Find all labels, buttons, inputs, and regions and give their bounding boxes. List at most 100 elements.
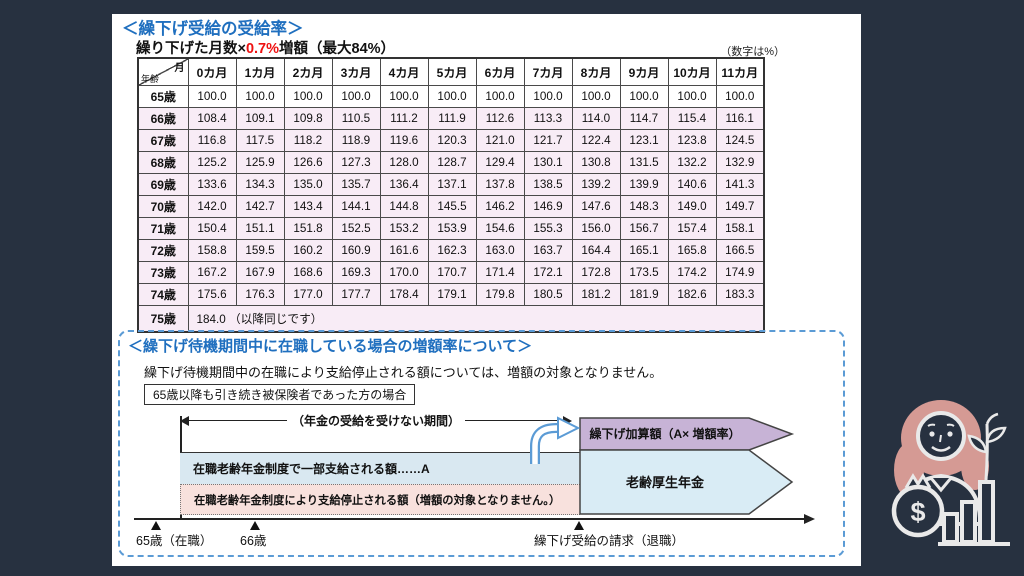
rate-cell: 160.9: [331, 239, 381, 262]
rate-cell: 117.5: [235, 129, 285, 152]
rate-cell: 144.1: [331, 195, 381, 218]
rate-cell: 162.3: [427, 239, 477, 262]
rate-cell: 146.9: [523, 195, 573, 218]
timeline-axis: [134, 518, 806, 520]
rate-cell: 160.2: [283, 239, 333, 262]
rate-cell: 100.0: [715, 85, 765, 108]
rate-cell: 109.1: [235, 107, 285, 130]
table-row: 74歳 175.6 176.3 177.0 177.7 178.4 179.1 179.8 18…: [137, 283, 765, 306]
rate-cell: 135.0: [283, 173, 333, 196]
rate-cell: 113.3: [523, 107, 573, 130]
rate-cell: 132.2: [667, 151, 717, 174]
month-header: 4カ月: [379, 57, 429, 86]
rate-cell: 153.9: [427, 217, 477, 240]
rate-cell: 139.9: [619, 173, 669, 196]
rate-cell: 110.5: [331, 107, 381, 130]
rate-cell: 125.2: [187, 151, 237, 174]
case-label: 65歳以降も引き続き被保険者であった方の場合: [144, 384, 416, 405]
month-header: 2カ月: [283, 57, 333, 86]
rate-cell: 146.2: [475, 195, 525, 218]
month-header: 9カ月: [619, 57, 669, 86]
rate-cell: 100.0: [235, 85, 285, 108]
rate-cell: 168.6: [283, 261, 333, 284]
rate-cell: 111.9: [427, 107, 477, 130]
addition-arrow-label: 繰下げ加算額（A× 増額率）: [589, 426, 740, 441]
plant-icon: [967, 412, 1007, 481]
suspended-payment-band: 在職老齢年金制度により支給停止される額（増額の対象となりません。）: [180, 484, 580, 515]
rate-cell: 124.5: [715, 129, 765, 152]
rate-cell: 143.4: [283, 195, 333, 218]
rate-cell: 147.6: [571, 195, 621, 218]
rate-table-title: ＜繰下げ受給の受給率＞: [122, 20, 304, 38]
rate-cell: 165.1: [619, 239, 669, 262]
arrowhead-left-icon: [180, 415, 189, 426]
money-bag-icon: $: [891, 473, 945, 538]
rate-cell: 139.2: [571, 173, 621, 196]
rate-cell: 125.9: [235, 151, 285, 174]
rate-cell: 166.5: [715, 239, 765, 262]
rate-cell: 100.0: [619, 85, 669, 108]
rate-cell: 100.0: [187, 85, 237, 108]
table-row: 67歳 116.8 117.5 118.2 118.9 119.6 120.3 121.0 12…: [137, 129, 765, 152]
rate-cell: 100.0: [331, 85, 381, 108]
rate-cell: 127.3: [331, 151, 381, 174]
rate-cell: 130.1: [523, 151, 573, 174]
rate-cell: 100.0: [427, 85, 477, 108]
rate-cell: 120.3: [427, 129, 477, 152]
age-header: 66歳: [137, 107, 189, 130]
rate-cell: 175.6: [187, 283, 237, 306]
rate-cell: 174.9: [715, 261, 765, 284]
corner-cell: 月 年齢: [137, 57, 189, 86]
formula-suffix: 増額（最大84%）: [279, 41, 396, 57]
rate-cell: 137.8: [475, 173, 525, 196]
rate-cell: 149.7: [715, 195, 765, 218]
month-header: 6カ月: [475, 57, 525, 86]
rate-cell: 128.7: [427, 151, 477, 174]
rate-cell: 119.6: [379, 129, 429, 152]
rate-cell: 181.9: [619, 283, 669, 306]
rate-cell: 163.0: [475, 239, 525, 262]
table-row: 70歳 142.0 142.7 143.4 144.1 144.8 145.5 146.2 14…: [137, 195, 765, 218]
age-header: 74歳: [137, 283, 189, 306]
rate-cell: 100.0: [667, 85, 717, 108]
rate-cell: 136.4: [379, 173, 429, 196]
pension-arrow-label: 老齢厚生年金: [625, 475, 705, 490]
rate-cell: 161.6: [379, 239, 429, 262]
rate-cell: 141.3: [715, 173, 765, 196]
rate-cell: 171.4: [475, 261, 525, 284]
rate-cell: 116.8: [187, 129, 237, 152]
timeline-marker-claim: [574, 521, 584, 530]
rate-cell: 178.4: [379, 283, 429, 306]
arrow-line: [189, 419, 287, 422]
rate-cell: 173.5: [619, 261, 669, 284]
rate-cell: 177.7: [331, 283, 381, 306]
rate-cell: 170.0: [379, 261, 429, 284]
curved-arrow-icon: [530, 416, 580, 464]
rate-cell: 100.0: [571, 85, 621, 108]
rate-cell: 129.4: [475, 151, 525, 174]
rate-cell: 122.4: [571, 129, 621, 152]
rate-cell: 118.9: [331, 129, 381, 152]
pension-arrow-shape: [579, 449, 794, 515]
rate-cell: 115.4: [667, 107, 717, 130]
employment-box-title: ＜繰下げ待機期間中に在職している場合の増額率について＞: [128, 338, 533, 355]
rate-cell: 150.4: [187, 217, 237, 240]
arrow-line: [465, 419, 564, 422]
rate-cell: 134.3: [235, 173, 285, 196]
month-header: 11カ月: [715, 57, 765, 86]
rate-cell: 100.0: [475, 85, 525, 108]
age-header: 69歳: [137, 173, 189, 196]
rate-cell: 167.9: [235, 261, 285, 284]
rate-cell: 174.2: [667, 261, 717, 284]
rate-cell: 126.6: [283, 151, 333, 174]
month-header: 8カ月: [571, 57, 621, 86]
table-row: 72歳 158.8 159.5 160.2 160.9 161.6 162.3 163.0 16…: [137, 239, 765, 262]
unit-note: （数字は%）: [720, 46, 785, 58]
rate-cell: 108.4: [187, 107, 237, 130]
timeline-label-65: 65歳（在職）: [136, 534, 213, 548]
employment-box: ＜繰下げ待機期間中に在職している場合の増額率について＞ 繰下げ待機期間中の在職に…: [118, 330, 845, 557]
rate-cell: 157.4: [667, 217, 717, 240]
formula-rate: 0.7%: [245, 41, 280, 57]
month-header: 5カ月: [427, 57, 477, 86]
table-row: 75歳 184.0 （以降同じです）: [137, 305, 765, 333]
